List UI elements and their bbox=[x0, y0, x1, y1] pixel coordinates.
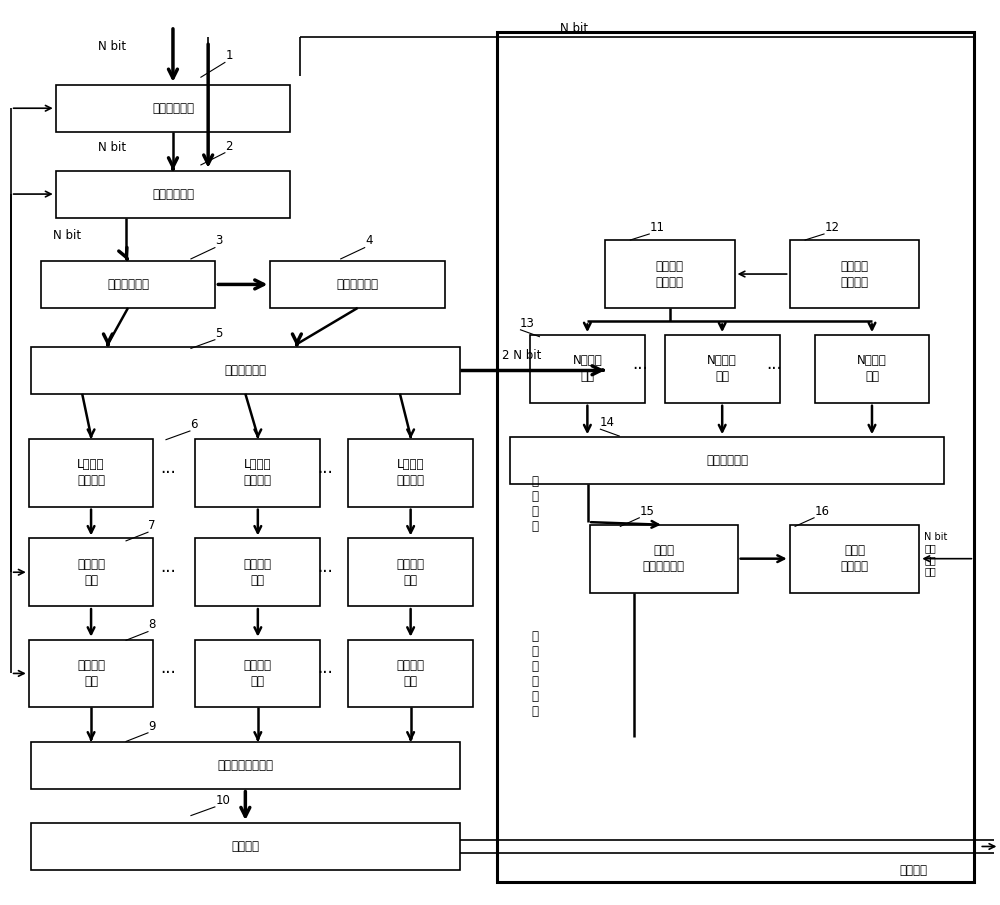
Text: N bit: N bit bbox=[98, 141, 126, 154]
Text: ···: ··· bbox=[632, 360, 648, 378]
Text: ···: ··· bbox=[161, 563, 176, 581]
Text: 数据选择模块: 数据选择模块 bbox=[706, 454, 748, 467]
Text: L位截取
拼接模块: L位截取 拼接模块 bbox=[77, 458, 105, 487]
Text: N位截取
模块: N位截取 模块 bbox=[857, 355, 887, 384]
Bar bbox=[29, 439, 153, 507]
Text: ···: ··· bbox=[317, 464, 333, 481]
Bar bbox=[41, 261, 215, 308]
Bar bbox=[590, 525, 738, 593]
Text: 输入缓存模块: 输入缓存模块 bbox=[152, 101, 194, 115]
Text: 4: 4 bbox=[365, 234, 373, 247]
Text: ···: ··· bbox=[317, 563, 333, 581]
Text: 13: 13 bbox=[520, 317, 535, 329]
Bar bbox=[605, 240, 735, 308]
Text: L位截取
拼接模块: L位截取 拼接模块 bbox=[397, 458, 425, 487]
Text: 比对控制
模块: 比对控制 模块 bbox=[244, 557, 272, 586]
Text: N bit
同步
数据
输出: N bit 同步 数据 输出 bbox=[924, 532, 948, 576]
Text: 预同步
缓存模块: 预同步 缓存模块 bbox=[841, 544, 869, 573]
Bar bbox=[665, 335, 780, 403]
Text: 12: 12 bbox=[825, 221, 840, 233]
Text: 14: 14 bbox=[600, 416, 615, 429]
Text: 锁定标志: 锁定标志 bbox=[899, 863, 927, 877]
Text: ···: ··· bbox=[161, 464, 176, 481]
Bar bbox=[195, 439, 320, 507]
Bar bbox=[348, 439, 473, 507]
Bar bbox=[497, 33, 974, 881]
Text: 7: 7 bbox=[148, 519, 156, 532]
Bar bbox=[56, 170, 290, 217]
Text: 1: 1 bbox=[225, 49, 233, 62]
Text: L位截取
拼接模块: L位截取 拼接模块 bbox=[244, 458, 272, 487]
Bar bbox=[815, 335, 929, 403]
Text: 11: 11 bbox=[650, 221, 665, 233]
Text: 帧
头
标
记: 帧 头 标 记 bbox=[531, 475, 538, 533]
Text: 2 N bit: 2 N bit bbox=[502, 349, 542, 362]
Bar bbox=[510, 437, 944, 484]
Text: ···: ··· bbox=[317, 664, 333, 682]
Bar bbox=[29, 640, 153, 708]
Bar bbox=[195, 538, 320, 606]
Text: 2: 2 bbox=[225, 139, 233, 153]
Bar bbox=[348, 640, 473, 708]
Text: ···: ··· bbox=[161, 664, 176, 682]
Text: 15: 15 bbox=[640, 505, 655, 518]
Text: 动态深度
缓存模块: 动态深度 缓存模块 bbox=[656, 260, 684, 289]
Bar bbox=[31, 347, 460, 394]
Text: 9: 9 bbox=[148, 719, 156, 733]
Text: 输入选择模块: 输入选择模块 bbox=[152, 187, 194, 201]
Text: 帧头比对
模块: 帧头比对 模块 bbox=[397, 659, 425, 688]
Text: ···: ··· bbox=[767, 360, 782, 378]
Text: 控制模块: 控制模块 bbox=[231, 840, 259, 853]
Text: N位截取
模块: N位截取 模块 bbox=[707, 355, 737, 384]
Text: 帧头比对结果模块: 帧头比对结果模块 bbox=[217, 758, 273, 772]
Bar bbox=[56, 85, 290, 132]
Bar bbox=[790, 240, 919, 308]
Text: 5: 5 bbox=[215, 327, 223, 339]
Text: N bit: N bit bbox=[98, 41, 126, 53]
Text: N bit: N bit bbox=[560, 23, 588, 35]
Bar bbox=[31, 823, 460, 870]
Text: 6: 6 bbox=[190, 418, 198, 431]
Bar bbox=[195, 640, 320, 708]
Text: 帧头比对
模块: 帧头比对 模块 bbox=[77, 659, 105, 688]
Bar bbox=[29, 538, 153, 606]
Text: 一级缓存模块: 一级缓存模块 bbox=[107, 278, 149, 291]
Text: 预同步
缓存控制模块: 预同步 缓存控制模块 bbox=[643, 544, 685, 573]
Bar bbox=[530, 335, 645, 403]
Text: 数据组合模块: 数据组合模块 bbox=[224, 364, 266, 376]
Text: 3: 3 bbox=[215, 234, 223, 247]
Bar bbox=[31, 742, 460, 788]
Text: N bit: N bit bbox=[53, 229, 81, 243]
Text: 帧头比对
模块: 帧头比对 模块 bbox=[244, 659, 272, 688]
Bar bbox=[790, 525, 919, 593]
Text: 8: 8 bbox=[148, 618, 156, 632]
Text: 比对控制
模块: 比对控制 模块 bbox=[77, 557, 105, 586]
Text: N位截取
模块: N位截取 模块 bbox=[573, 355, 602, 384]
Text: 16: 16 bbox=[815, 505, 830, 518]
Text: 二级缓存模块: 二级缓存模块 bbox=[337, 278, 379, 291]
Text: 10: 10 bbox=[215, 794, 230, 806]
Text: 动态深度
控制模块: 动态深度 控制模块 bbox=[841, 260, 869, 289]
Text: 同
步
缓
存
控
制: 同 步 缓 存 控 制 bbox=[531, 630, 538, 718]
Bar bbox=[270, 261, 445, 308]
Bar bbox=[348, 538, 473, 606]
Text: 比对控制
模块: 比对控制 模块 bbox=[397, 557, 425, 586]
